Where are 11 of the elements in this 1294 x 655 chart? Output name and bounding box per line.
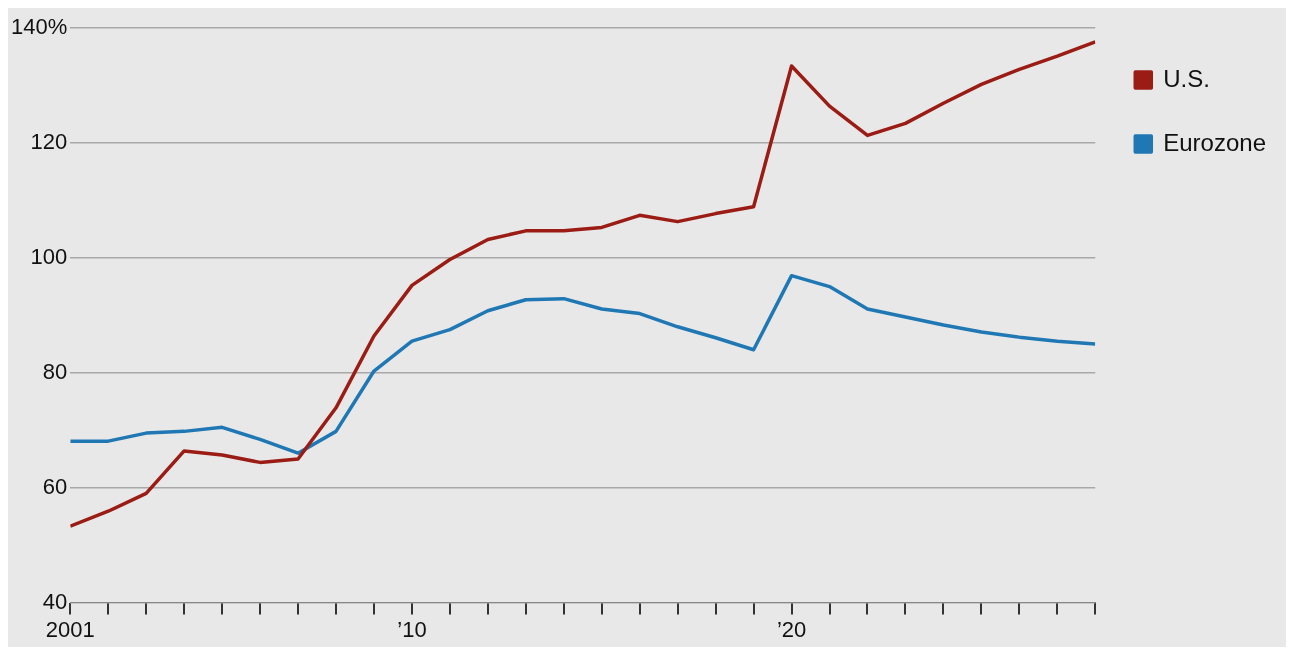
legend-label: U.S. <box>1163 64 1210 92</box>
y-tick-label: 120 <box>30 128 68 154</box>
y-tick-label: 100 <box>30 243 68 269</box>
x-tick-label: 2001 <box>45 616 95 642</box>
y-tick-label: 80 <box>42 358 68 384</box>
y-tick-label: 60 <box>42 473 68 499</box>
x-tick-label: ’20 <box>776 616 807 642</box>
y-tick-label: 40 <box>42 588 68 614</box>
y-tick-label: 140% <box>10 14 68 40</box>
legend-label: Eurozone <box>1163 128 1267 156</box>
x-tick-label: ’10 <box>397 616 427 642</box>
